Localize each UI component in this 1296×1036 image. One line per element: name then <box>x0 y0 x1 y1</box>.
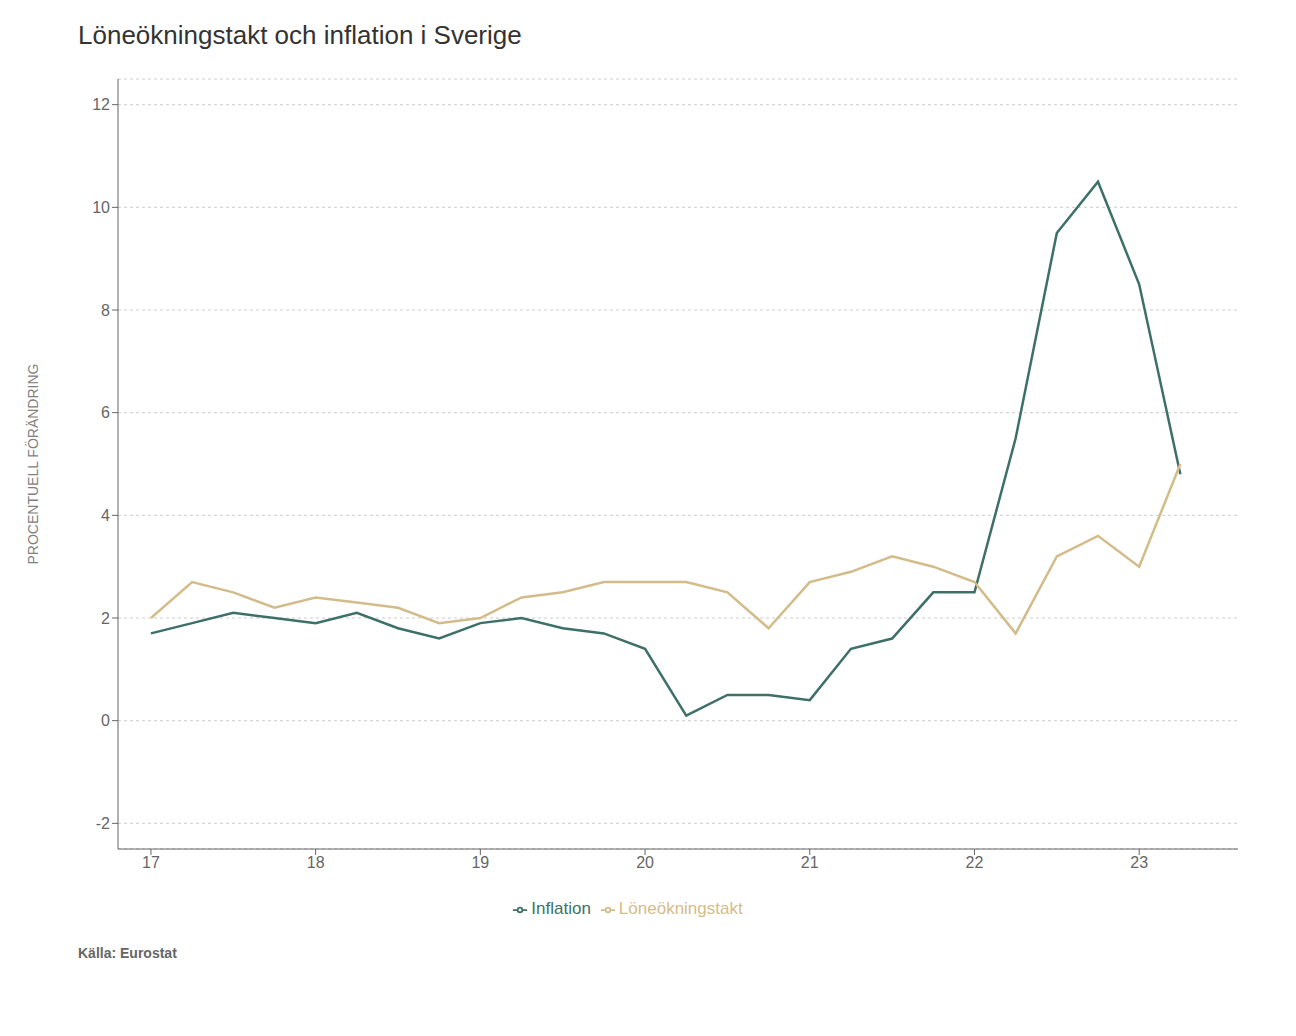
svg-text:19: 19 <box>471 854 489 871</box>
svg-text:17: 17 <box>142 854 160 871</box>
svg-text:20: 20 <box>636 854 654 871</box>
svg-text:22: 22 <box>966 854 984 871</box>
html-text:Löneökningstakt: Löneökningstakt <box>618 899 743 918</box>
html-text:Källa: Eurostat: Källa: Eurostat <box>78 945 177 961</box>
svg-text:PROCENTUELL FÖRÄNDRING: PROCENTUELL FÖRÄNDRING <box>24 364 41 565</box>
svg-text:12: 12 <box>92 96 110 113</box>
svg-text:10: 10 <box>92 199 110 216</box>
svg-text:-2: -2 <box>96 815 110 832</box>
html-text:Löneökningstakt och inflation: Löneökningstakt och inflation i Sverige <box>78 20 522 50</box>
svg-text:8: 8 <box>101 302 110 319</box>
html-text:Inflation: Inflation <box>531 899 591 918</box>
svg-text:6: 6 <box>101 404 110 421</box>
svg-text:2: 2 <box>101 610 110 627</box>
svg-text:23: 23 <box>1130 854 1148 871</box>
svg-text:21: 21 <box>801 854 819 871</box>
svg-text:18: 18 <box>307 854 325 871</box>
svg-text:0: 0 <box>101 712 110 729</box>
svg-text:4: 4 <box>101 507 110 524</box>
